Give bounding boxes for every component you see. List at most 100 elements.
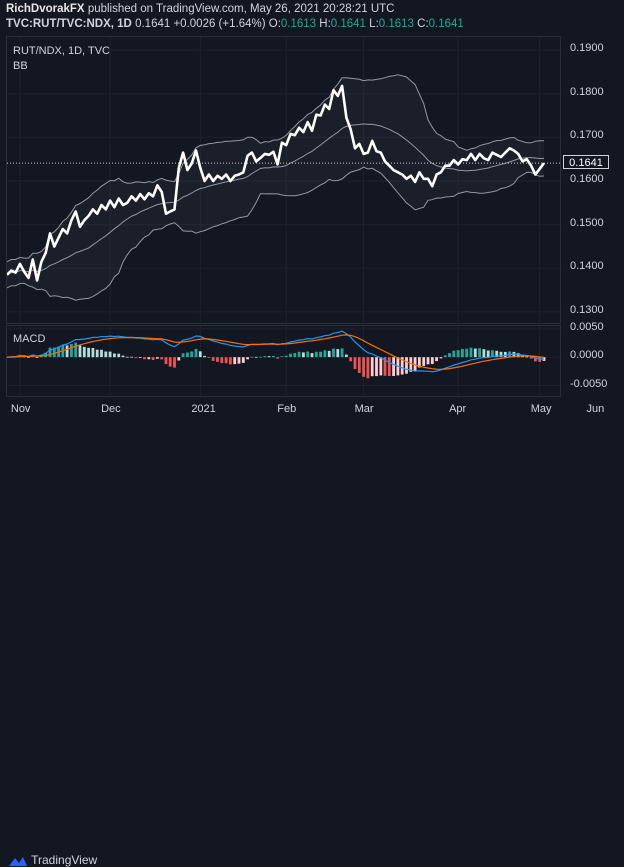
- macd-histogram-bar: [52, 347, 56, 358]
- macd-histogram-bar: [263, 356, 267, 358]
- time-tick-label: Mar: [354, 403, 374, 415]
- macd-histogram-bar: [82, 346, 86, 358]
- footer-brand-text: TradingView: [31, 853, 98, 867]
- macd-histogram-bar: [220, 357, 224, 364]
- price-tick-label: 0.1600: [570, 173, 604, 185]
- price-axis[interactable]: 0.1300 0.1400 0.1500 0.1600 0.1700 0.1800 0.19…: [561, 36, 624, 324]
- macd-axis[interactable]: 0.0050 0.0000 -0.0050: [561, 321, 624, 397]
- publisher-name[interactable]: RichDvorakFX: [6, 3, 85, 15]
- macd-histogram-bar: [443, 355, 447, 358]
- last-price: 0.1641: [135, 18, 171, 30]
- macd-histogram-bar: [400, 357, 404, 375]
- macd-histogram-bar: [65, 345, 69, 358]
- macd-histogram-bar: [426, 357, 430, 365]
- macd-histogram-bar: [473, 348, 477, 358]
- macd-histogram-bar: [147, 357, 151, 360]
- low-label: L:: [369, 18, 379, 30]
- macd-histogram-bar: [332, 348, 335, 358]
- open-value: 0.1613: [280, 18, 317, 30]
- macd-histogram-bar: [194, 348, 198, 358]
- macd-histogram-bar: [100, 349, 103, 358]
- macd-histogram-bar: [422, 357, 426, 366]
- macd-histogram-bar: [164, 357, 168, 365]
- macd-histogram-bar: [430, 357, 434, 364]
- macd-histogram-bar: [319, 351, 322, 358]
- macd-histogram-bar: [207, 357, 211, 358]
- macd-histogram-bar: [216, 357, 219, 362]
- price-chart-svg: [7, 37, 562, 325]
- macd-pane[interactable]: MACD: [6, 325, 562, 398]
- macd-histogram-bar: [452, 350, 456, 358]
- macd-histogram-bar: [104, 351, 108, 358]
- time-tick-label: 2021: [191, 403, 216, 415]
- macd-histogram-bar: [357, 357, 361, 373]
- macd-histogram-bar: [439, 357, 443, 359]
- macd-histogram-bar: [340, 348, 344, 358]
- macd-histogram-bar: [70, 344, 73, 358]
- macd-histogram-bar: [383, 357, 387, 376]
- high-label: H:: [319, 18, 331, 30]
- macd-histogram-bar: [387, 357, 391, 376]
- macd-histogram-bar: [280, 356, 284, 358]
- macd-histogram-bar: [310, 353, 314, 358]
- macd-histogram-bar: [267, 356, 271, 358]
- macd-histogram-bar: [130, 356, 133, 358]
- macd-histogram-bar: [181, 353, 185, 358]
- time-axis[interactable]: Nov Dec 2021 Feb Mar Apr May Jun: [6, 397, 604, 419]
- macd-histogram-bar: [499, 351, 503, 358]
- macd-histogram-bar: [108, 351, 112, 358]
- macd-histogram-bar: [302, 352, 305, 358]
- close-label: C:: [417, 18, 429, 30]
- macd-histogram-bar: [121, 355, 125, 358]
- macd-histogram-bar: [323, 350, 327, 358]
- open-label: O:: [268, 18, 281, 30]
- tradingview-logo-icon: [9, 856, 27, 866]
- macd-histogram-bar: [168, 357, 172, 367]
- macd-histogram-bar: [409, 357, 413, 372]
- price-pane[interactable]: RUT/NDX, 1D, TVC BB: [6, 36, 562, 325]
- macd-histogram-bar: [259, 356, 262, 358]
- macd-histogram-bar: [117, 353, 121, 358]
- price-tick-label: 0.1800: [570, 85, 604, 98]
- macd-histogram-bar: [349, 357, 353, 362]
- macd-histogram-bar: [478, 348, 481, 358]
- macd-histogram-bar: [74, 342, 78, 358]
- macd-histogram-bar: [516, 353, 520, 358]
- price-tick-label: 0.1500: [570, 216, 604, 229]
- symbol-label[interactable]: TVC:RUT/TVC:NDX, 1D: [6, 18, 132, 30]
- macd-histogram-bar: [78, 345, 82, 358]
- bb-lower-band: [7, 166, 545, 301]
- macd-histogram-bar: [392, 357, 395, 376]
- macd-histogram-bar: [246, 357, 249, 360]
- price-series-line: [7, 84, 546, 282]
- bb-indicator-label[interactable]: BB: [13, 60, 28, 72]
- macd-histogram-bar: [160, 357, 164, 360]
- macd-histogram-bar: [435, 357, 438, 362]
- published-text: published on TradingView.com, May 26, 20…: [87, 3, 395, 15]
- macd-histogram-bar: [370, 357, 374, 377]
- macd-histogram-bar: [254, 356, 258, 358]
- price-tick-label: 0.1900: [570, 42, 604, 55]
- macd-histogram-bar: [297, 351, 301, 358]
- macd-histogram-bar: [366, 357, 370, 379]
- price-tick-label: 0.1700: [570, 129, 604, 142]
- bb-band-fill: [7, 74, 544, 301]
- close-value: 0.1641: [428, 18, 464, 30]
- price-tick-label: 0.1300: [570, 303, 604, 316]
- quote-line: TVC:RUT/TVC:NDX, 1D 0.1641 +0.0026 (+1.6…: [6, 18, 464, 30]
- macd-signal-line: [7, 334, 545, 370]
- price-change: +0.0026 (+1.64%): [173, 18, 266, 30]
- macd-histogram-bar: [456, 350, 460, 358]
- macd-chart-svg: [7, 326, 562, 398]
- time-tick-label: Dec: [101, 403, 121, 415]
- macd-histogram-bar: [314, 351, 318, 358]
- tradingview-brand[interactable]: TradingView: [8, 853, 97, 867]
- macd-histogram-bar: [48, 347, 52, 358]
- macd-histogram-bar: [190, 351, 194, 358]
- macd-histogram-bar: [177, 357, 181, 361]
- macd-histogram-bar: [125, 356, 129, 358]
- low-value: 0.1613: [378, 18, 414, 30]
- macd-histogram-bar: [198, 351, 202, 358]
- macd-histogram-bar: [486, 350, 490, 358]
- macd-histogram-bar: [345, 354, 348, 358]
